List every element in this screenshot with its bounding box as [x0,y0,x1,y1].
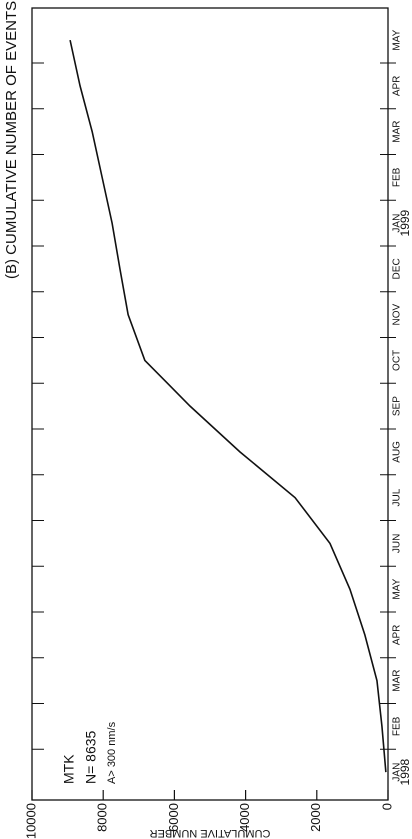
x-tick-label: FEB [392,167,403,187]
x-tick-label: OCT [392,350,403,371]
y-tick-label: 0 [379,803,394,810]
chart-title: (B) CUMULATIVE NUMBER OF EVENTS [3,1,20,279]
x-tick-label: SEP [392,396,403,416]
year-label: 1999 [398,209,412,236]
x-tick-label: MAY [392,29,403,50]
x-tick-label: MAR [392,670,403,692]
y-tick-label: 10000 [23,803,38,839]
x-tick-label: APR [392,76,403,97]
year-label: 1998 [398,758,412,785]
x-tick-label: MAR [392,121,403,143]
x-tick-label: DEC [392,258,403,279]
x-tick-label: NOV [392,303,403,325]
data-line [69,39,387,773]
x-tick-label: JUN [392,534,403,553]
rotated-chart: (B) CUMULATIVE NUMBER OF EVENTS MTK N= 8… [3,1,412,839]
x-tick-label: JAN [392,763,403,782]
x-tick-label: JAN [392,214,403,233]
y-tick-label: 6000 [166,803,181,832]
y-tick-label: 2000 [308,803,323,832]
x-tick-label: APR [392,625,403,646]
x-tick-label: MAY [392,578,403,599]
annotation: MTK [61,754,77,784]
y-tick-label: 4000 [237,803,252,832]
x-tick-label: JUL [392,488,403,506]
y-tick-label: 8000 [95,803,110,832]
x-tick-label: AUG [392,441,403,463]
annotation: A> 300 nm/s [106,721,118,784]
plot-frame [31,7,389,801]
annotation: N= 8635 [83,730,99,784]
y-axis-label: CUMULATIVE NUMBER [150,827,271,839]
x-tick-label: FEB [392,716,403,736]
